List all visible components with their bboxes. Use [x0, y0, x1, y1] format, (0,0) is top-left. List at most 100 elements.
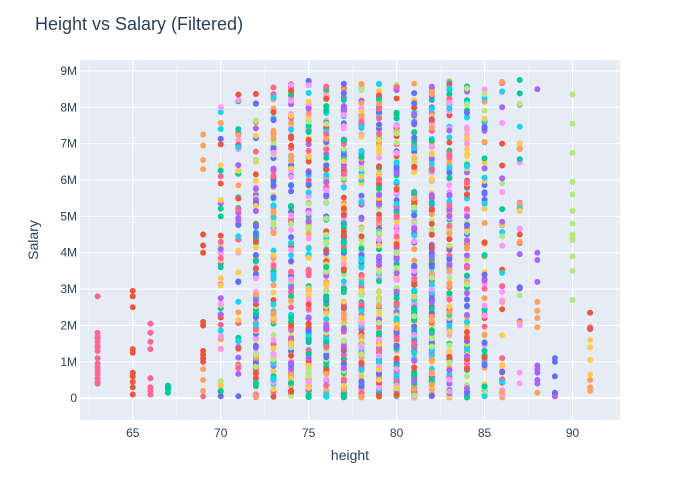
scatter-point — [340, 310, 347, 317]
scatter-point — [252, 186, 259, 193]
scatter-point — [516, 140, 523, 147]
scatter-point — [270, 230, 277, 237]
scatter-point — [340, 256, 347, 263]
scatter-point — [200, 242, 207, 249]
scatter-point — [340, 365, 347, 372]
scatter-point — [428, 83, 435, 90]
scatter-point — [235, 365, 242, 372]
scatter-point — [288, 188, 295, 195]
scatter-point — [217, 275, 224, 282]
scatter-point — [411, 104, 418, 111]
scatter-point — [376, 130, 383, 137]
scatter-point — [217, 135, 224, 142]
scatter-point — [323, 376, 330, 383]
scatter-point — [270, 252, 277, 259]
scatter-point — [411, 257, 418, 264]
scatter-point — [252, 393, 259, 400]
scatter-point — [340, 212, 347, 219]
scatter-point — [481, 302, 488, 309]
scatter-point — [252, 238, 259, 245]
scatter-point — [323, 339, 330, 346]
scatter-point — [235, 96, 242, 103]
scatter-point — [428, 220, 435, 227]
scatter-point — [411, 364, 418, 371]
y-tick-label: 4M — [60, 246, 77, 260]
scatter-point — [534, 369, 541, 376]
scatter-point — [376, 176, 383, 183]
scatter-point — [516, 90, 523, 97]
scatter-point — [428, 285, 435, 292]
scatter-point — [446, 212, 453, 219]
scatter-point — [534, 307, 541, 314]
scatter-point — [481, 239, 488, 246]
y-tick-label: 8M — [60, 100, 77, 114]
scatter-point — [393, 159, 400, 166]
scatter-point — [376, 384, 383, 391]
scatter-point — [340, 298, 347, 305]
scatter-point — [270, 165, 277, 172]
scatter-point — [217, 311, 224, 318]
scatter-point — [446, 139, 453, 146]
scatter-point — [129, 391, 136, 398]
scatter-point — [428, 175, 435, 182]
scatter-point — [428, 206, 435, 213]
scatter-point — [235, 206, 242, 213]
scatter-point — [516, 146, 523, 153]
scatter-point — [217, 346, 224, 353]
scatter-point — [463, 373, 470, 380]
scatter-point — [499, 368, 506, 375]
scatter-point — [446, 309, 453, 316]
scatter-point — [428, 263, 435, 270]
scatter-point — [340, 174, 347, 181]
scatter-point — [463, 125, 470, 132]
scatter-point — [463, 328, 470, 335]
scatter-point — [358, 165, 365, 172]
scatter-point — [411, 282, 418, 289]
scatter-point — [393, 200, 400, 207]
scatter-point — [358, 113, 365, 120]
scatter-point — [340, 382, 347, 389]
scatter-point — [516, 156, 523, 163]
scatter-point — [270, 149, 277, 156]
scatter-point — [534, 298, 541, 305]
scatter-point — [217, 264, 224, 271]
scatter-point — [446, 283, 453, 290]
scatter-point — [358, 360, 365, 367]
scatter-point — [428, 211, 435, 218]
scatter-point — [305, 391, 312, 398]
scatter-point — [516, 200, 523, 207]
scatter-point — [305, 189, 312, 196]
scatter-point — [411, 386, 418, 393]
scatter-point — [200, 231, 207, 238]
scatter-point — [463, 272, 470, 279]
scatter-point — [481, 205, 488, 212]
scatter-point — [569, 253, 576, 260]
scatter-point — [358, 307, 365, 314]
scatter-point — [376, 169, 383, 176]
scatter-point — [463, 353, 470, 360]
scatter-point — [411, 90, 418, 97]
scatter-point — [376, 154, 383, 161]
scatter-point — [270, 332, 277, 339]
scatter-point — [463, 385, 470, 392]
scatter-point — [428, 124, 435, 131]
scatter-point — [393, 329, 400, 336]
scatter-point — [376, 136, 383, 143]
scatter-point — [481, 383, 488, 390]
scatter-point — [499, 206, 506, 213]
scatter-point — [305, 200, 312, 207]
scatter-point — [446, 202, 453, 209]
scatter-point — [376, 192, 383, 199]
x-tick-label: 65 — [126, 426, 140, 440]
scatter-point — [305, 224, 312, 231]
scatter-point — [323, 130, 330, 137]
scatter-point — [428, 393, 435, 400]
scatter-point — [235, 309, 242, 316]
scatter-point — [200, 358, 207, 365]
scatter-point — [288, 247, 295, 254]
scatter-point — [340, 137, 347, 144]
scatter-point — [252, 310, 259, 317]
scatter-point — [358, 87, 365, 94]
scatter-point — [481, 331, 488, 338]
scatter-point — [569, 297, 576, 303]
